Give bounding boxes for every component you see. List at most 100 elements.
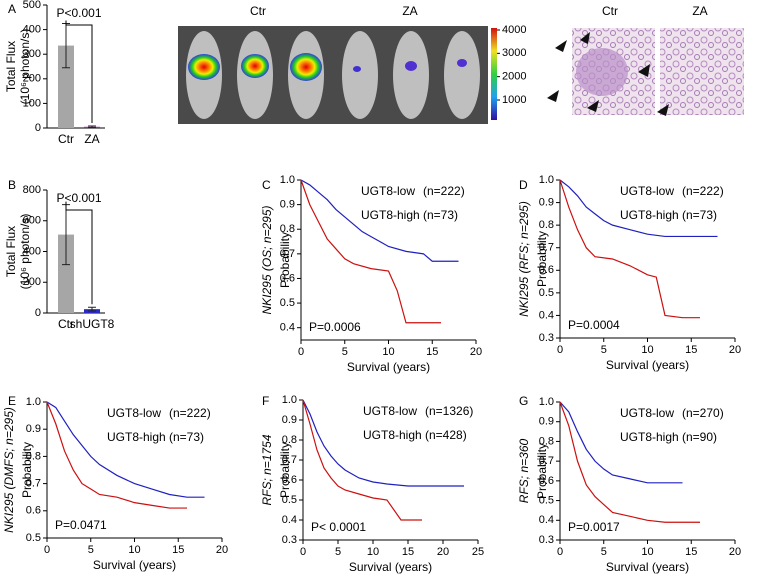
survival-curve — [46, 401, 205, 498]
y-tick-label: 0.7 — [280, 248, 295, 260]
y-tick-label: 400 — [23, 245, 41, 257]
x-tick-label: 0 — [44, 544, 50, 556]
colorbar-tick-label: 3000 — [502, 47, 526, 59]
y-tick-label: 0.9 — [282, 414, 297, 426]
legend-entry: UGT8-high — [620, 208, 679, 222]
p-value: P=0.0006 — [309, 320, 361, 334]
survival-curve — [302, 399, 422, 521]
survival-curve — [559, 401, 683, 484]
y-tick-label: 0.6 — [539, 475, 554, 487]
y-tick-label: 0.9 — [539, 196, 554, 208]
p-value: P=0.0017 — [568, 520, 620, 534]
y-tick-label: 0.6 — [282, 474, 297, 486]
y-tick-label: 0.8 — [539, 435, 554, 447]
error-bar — [88, 125, 96, 129]
image-label: Ctr — [602, 4, 618, 18]
image-label: ZA — [402, 4, 417, 18]
y-tick-label: 0.5 — [280, 297, 295, 309]
legend-count: (n=73) — [423, 208, 458, 222]
image-label: ZA — [692, 4, 707, 18]
x-tick-label: 25 — [472, 546, 484, 558]
y-tick-label: 0.6 — [280, 272, 295, 284]
y-tick-label: 1.0 — [26, 396, 41, 408]
x-tick-label: 0 — [300, 546, 306, 558]
y-tick-label: 1.0 — [282, 394, 297, 406]
legend-entry: UGT8-high — [107, 430, 166, 444]
x-tick-label: 15 — [402, 546, 414, 558]
p-value: P<0.001 — [56, 6, 101, 20]
legend-count: (n=222) — [169, 406, 211, 420]
y-tick-label: 0.3 — [282, 534, 297, 546]
panel-label: B — [8, 178, 16, 192]
legend-entry: UGT8-low — [620, 184, 674, 198]
y-tick-label: 0.9 — [280, 199, 295, 211]
x-axis-label: Survival (years) — [606, 560, 689, 574]
y-tick-label: 600 — [23, 215, 41, 227]
x-tick-label: 10 — [641, 344, 653, 356]
panel-label: F — [262, 394, 269, 408]
x-tick-label: Ctr — [58, 132, 74, 146]
x-axis-label: Survival (years) — [606, 358, 689, 372]
y-axis-label: Probability — [20, 442, 34, 498]
x-tick-label: 5 — [88, 544, 94, 556]
y-tick-label: 0.8 — [539, 219, 554, 231]
legend-count: (n=1326) — [425, 404, 473, 418]
legend-entry: UGT8-low — [107, 406, 161, 420]
y-tick-label: 0 — [35, 307, 41, 319]
x-tick-label: 5 — [601, 344, 607, 356]
panel-label: G — [519, 394, 528, 408]
x-tick-label: 0 — [557, 546, 563, 558]
image-label: Ctr — [250, 4, 266, 18]
survival-curve — [559, 179, 718, 238]
legend-entry: UGT8-high — [361, 208, 420, 222]
x-tick-label: 20 — [216, 544, 228, 556]
y-tick-label: 0.6 — [26, 505, 41, 517]
y-tick-label: 0.7 — [539, 455, 554, 467]
x-tick-label: 20 — [729, 344, 741, 356]
x-tick-label: 10 — [367, 546, 379, 558]
x-tick-label: 20 — [437, 546, 449, 558]
x-axis-label: Survival (years) — [347, 360, 430, 374]
legend-count: (n=222) — [423, 184, 465, 198]
y-tick-label: 1.0 — [539, 396, 554, 408]
bar — [58, 234, 74, 313]
y-tick-label: 0.4 — [280, 322, 295, 334]
y-tick-label: 500 — [23, 0, 41, 11]
colorbar-tick-label: 2000 — [502, 71, 526, 83]
y-tick-label: 1.0 — [280, 174, 295, 186]
y-tick-label: 300 — [23, 48, 41, 60]
legend-entry: UGT8-high — [620, 430, 679, 444]
x-tick-label: 15 — [172, 544, 184, 556]
legend-count: (n=73) — [682, 208, 717, 222]
survival-curve — [46, 401, 187, 509]
y-axis-label: (10⁶ photon/s) — [18, 29, 32, 105]
bar — [58, 45, 74, 129]
x-tick-label: 15 — [685, 344, 697, 356]
x-tick-label: 5 — [601, 546, 607, 558]
y-tick-label: 0.8 — [26, 450, 41, 462]
cohort-label: NKI295 (RFS; n=295) — [517, 201, 531, 317]
y-tick-label: 0 — [35, 122, 41, 134]
cohort-label: RFS; n=360 — [517, 438, 531, 503]
error-bar — [88, 306, 96, 312]
y-axis-label: Probability — [278, 232, 292, 288]
mouse-silhouettes — [186, 31, 480, 119]
y-tick-label: 0.9 — [26, 423, 41, 435]
x-tick-label: 5 — [335, 546, 341, 558]
histology-images — [547, 28, 744, 116]
legend-entry: UGT8-high — [363, 428, 422, 442]
y-tick-label: 0.9 — [539, 416, 554, 428]
y-axis-label: Probability — [535, 231, 549, 287]
signal — [188, 53, 467, 81]
x-tick-label: 10 — [128, 544, 140, 556]
survival-curve — [300, 179, 441, 324]
image-background — [178, 26, 488, 124]
legend-count: (n=73) — [169, 430, 204, 444]
cohort-label: NKI295 (OS; n=295) — [260, 205, 274, 314]
y-tick-label: 400 — [23, 24, 41, 36]
panel-label: C — [262, 178, 271, 192]
y-tick-label: 0.5 — [539, 287, 554, 299]
p-value: P<0.001 — [56, 191, 101, 205]
legend-entry: UGT8-low — [363, 404, 417, 418]
